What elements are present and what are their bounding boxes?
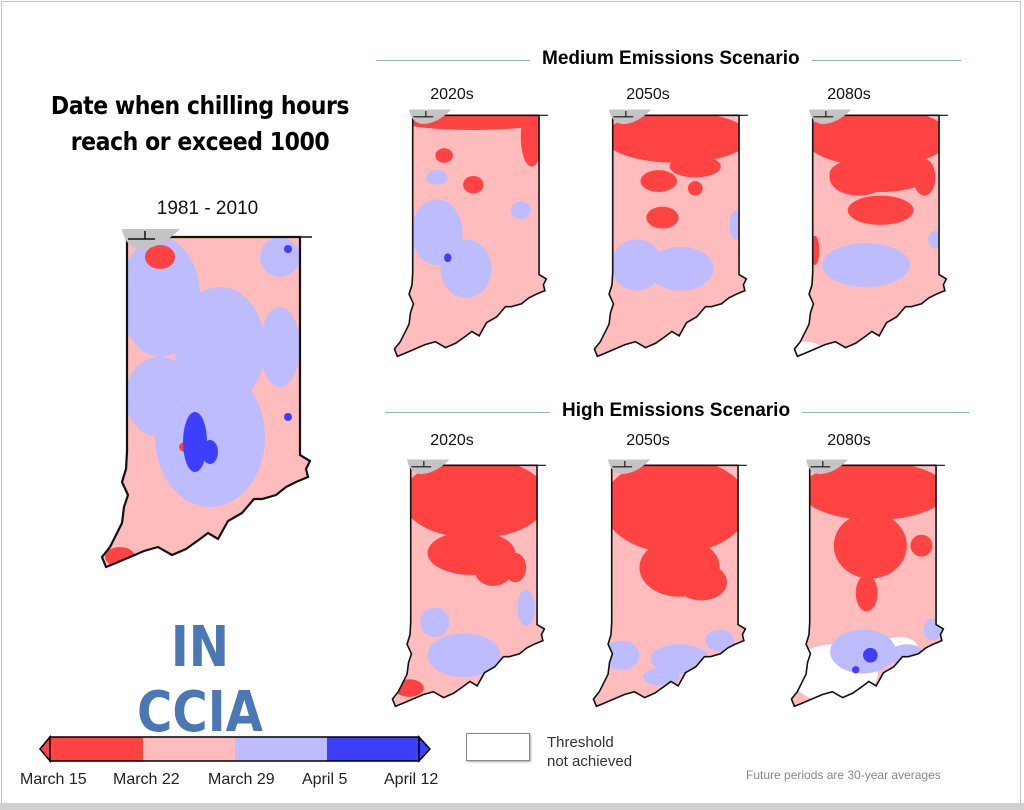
map-region: [260, 237, 300, 277]
threshold-line-1: Threshold: [547, 734, 614, 751]
map-baseline-1981-2010: [100, 229, 312, 569]
map-region: [650, 644, 709, 674]
legend-swatch-lightblue: [235, 737, 327, 761]
legend-swatch-pink: [143, 737, 235, 761]
map-region: [440, 239, 492, 298]
map-region: [394, 679, 424, 697]
footnote: Future periods are 30-year averages: [746, 768, 941, 782]
high-2080s-label: 2080s: [827, 432, 871, 449]
medium-2020s-label: 2020s: [430, 86, 474, 103]
map-region: [855, 574, 878, 612]
map-region: [647, 246, 714, 291]
color-legend-bar: [39, 734, 432, 764]
legend-label-march29: March 29: [208, 771, 275, 788]
map-region: [474, 556, 512, 586]
map-region: [928, 230, 943, 249]
legend-swatch-red: [50, 737, 143, 761]
indiana-outline: [592, 464, 747, 708]
map-region: [435, 148, 453, 163]
threshold-label: Threshold not achieved: [547, 733, 632, 771]
map-high-2050s: [592, 459, 747, 708]
medium-2080s-label: 2080s: [827, 86, 871, 103]
medium-scenario-title: Medium Emissions Scenario: [530, 48, 812, 70]
map-region: [852, 666, 860, 674]
map-region: [705, 629, 735, 652]
high-2050s-label: 2050s: [626, 432, 670, 449]
map-region: [145, 245, 175, 269]
map-region: [401, 465, 545, 539]
indiana-outline: [393, 114, 548, 358]
map-region: [425, 170, 448, 185]
legend-arrow-right: [418, 735, 432, 763]
indiana-outline: [793, 114, 948, 358]
map-region: [910, 534, 933, 557]
baseline-period-label: 1981 - 2010: [156, 198, 259, 219]
high-2020s-label: 2020s: [430, 432, 474, 449]
map-region: [202, 440, 218, 464]
main-title: Date when chilling hours reach or exceed…: [42, 88, 359, 160]
map-medium-2050s: [593, 109, 748, 358]
map-region: [602, 465, 746, 553]
map-region: [913, 159, 936, 196]
map-region: [800, 465, 944, 521]
legend-swatch-blue: [327, 737, 419, 761]
threshold-swatch: [466, 733, 530, 761]
title-line-1: Date when chilling hours: [50, 91, 350, 120]
map-region: [863, 647, 878, 663]
map-region: [829, 159, 888, 196]
map-region: [687, 181, 703, 196]
map-region: [803, 115, 947, 167]
map-region: [183, 412, 207, 472]
map-high-2020s: [391, 459, 546, 708]
in-ccia-logo: IN CCIA: [137, 615, 263, 745]
map-region: [888, 644, 926, 667]
map-region: [284, 413, 292, 421]
indiana-outline: [391, 464, 546, 708]
map-high-2080s: [790, 459, 945, 708]
map-region: [444, 253, 452, 263]
threshold-line-2: not achieved: [547, 753, 633, 770]
map-region: [420, 607, 450, 637]
map-region: [284, 245, 292, 253]
map-region: [822, 243, 910, 287]
map-region: [847, 195, 914, 225]
high-scenario-title: High Emissions Scenario: [550, 400, 803, 422]
map-region: [810, 235, 820, 266]
map-region: [520, 115, 543, 167]
map-region: [830, 629, 896, 674]
bottom-band: [0, 803, 1024, 810]
title-line-2: reach or exceed 1000: [70, 127, 330, 156]
map-region: [602, 640, 640, 670]
legend-label-march22: March 22: [113, 771, 180, 788]
indiana-outline: [593, 114, 748, 358]
map-region: [669, 155, 721, 178]
map-medium-2080s: [793, 109, 948, 358]
map-region: [675, 563, 728, 601]
map-region: [155, 367, 265, 507]
map-region: [427, 633, 501, 678]
map-region: [463, 175, 484, 194]
map-medium-2020s: [393, 109, 548, 358]
legend-label-april12: April 12: [384, 771, 439, 788]
legend-arrow-left: [39, 734, 51, 764]
indiana-outline: [100, 235, 312, 569]
indiana-outline: [790, 464, 945, 708]
legend-label-march15: March 15: [20, 771, 87, 788]
map-region: [603, 115, 747, 163]
map-region: [923, 618, 942, 641]
legend-label-april5: April 5: [302, 771, 348, 788]
map-region: [260, 307, 300, 387]
medium-2050s-label: 2050s: [626, 86, 670, 103]
map-region: [640, 170, 677, 193]
map-region: [510, 201, 532, 220]
map-region: [611, 239, 663, 291]
map-region: [833, 512, 907, 579]
map-region: [517, 589, 535, 626]
map-region: [646, 206, 679, 229]
